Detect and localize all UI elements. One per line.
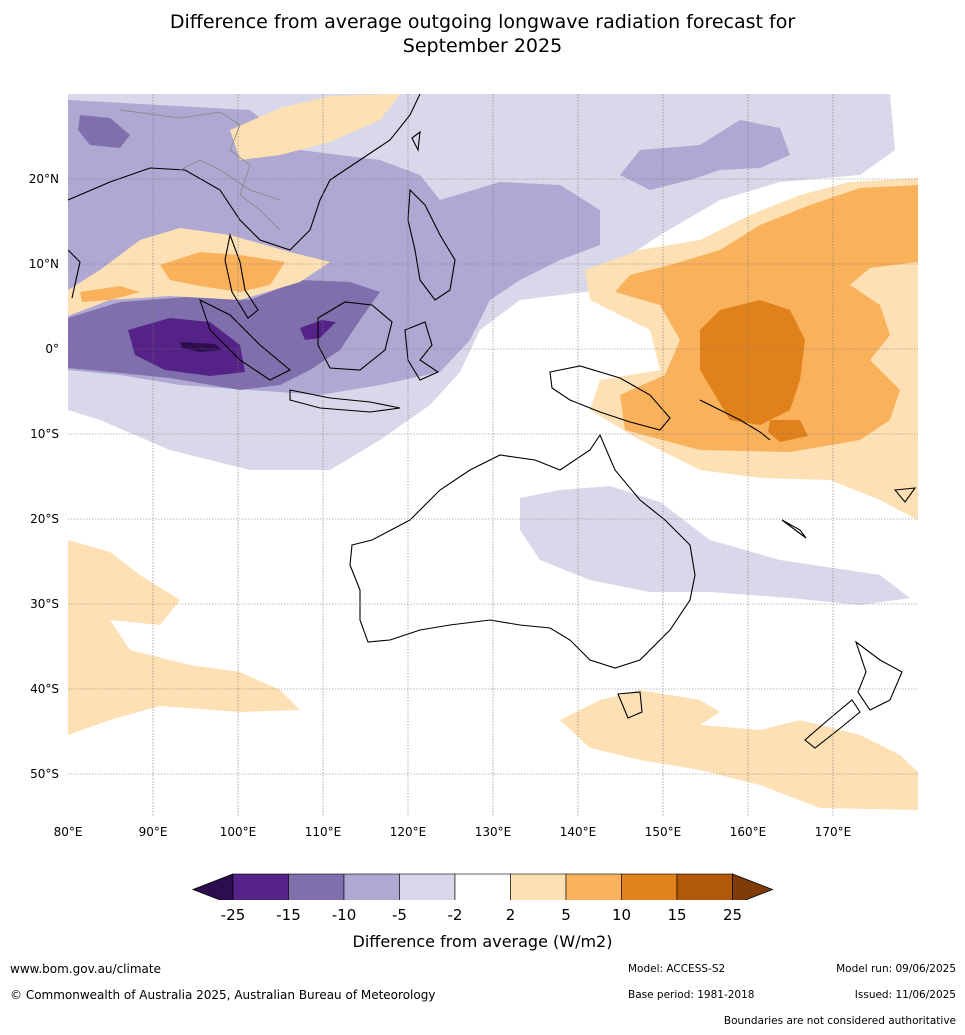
- latitude-labels: 20°N 10°N 0° 10°S 20°S 30°S 40°S 50°S: [29, 172, 59, 781]
- lon-tick-label: 110°E: [305, 825, 342, 839]
- borneo-coastline: [317, 301, 393, 371]
- india-coastline: [68, 249, 81, 299]
- colorbar-tick-label: -15: [276, 906, 301, 924]
- lat-tick-label: 30°S: [30, 597, 59, 611]
- lat-tick-label: 20°S: [30, 512, 59, 526]
- base-period: Base period: 1981-2018: [628, 989, 755, 1001]
- anomaly-pos-5-asia: [160, 252, 285, 292]
- coastlines: [68, 94, 917, 749]
- lat-tick-label: 50°S: [30, 767, 59, 781]
- anomaly-neg-2-australia: [520, 486, 910, 605]
- australia-coastline: [349, 433, 696, 669]
- lon-tick-label: 90°E: [139, 825, 168, 839]
- anomaly-pos-10-small: [768, 420, 808, 442]
- colorbar-tick-label: 25: [722, 906, 743, 924]
- lon-tick-label: 120°E: [390, 825, 427, 839]
- boundaries-disclaimer: Boundaries are not considered authoritat…: [723, 1015, 956, 1027]
- north-island-nz: [854, 640, 903, 711]
- model-name: Model: ACCESS-S2: [628, 963, 726, 975]
- colorbar-segment: [621, 873, 678, 900]
- colorbar-min-arrow: [191, 873, 234, 900]
- title-line-1: Difference from average outgoing longwav…: [169, 11, 796, 33]
- sumatra-coastline: [199, 298, 291, 381]
- anomaly-pos-2-south: [560, 690, 918, 810]
- tasmania-coastline: [617, 691, 643, 719]
- colorbar-segment: [232, 873, 289, 900]
- longitude-labels: 80°E 90°E 100°E 110°E 120°E 130°E 140°E …: [54, 825, 852, 839]
- colorbar-tick-label: 5: [561, 906, 571, 924]
- asia-mainland-coastline: [68, 94, 421, 251]
- lat-tick-label: 0°: [45, 342, 59, 356]
- colorbar-tick-label: -2: [447, 906, 463, 924]
- colorbar-tick-label: 10: [611, 906, 632, 924]
- anomaly-fields: [68, 94, 918, 816]
- title-line-2: September 2025: [402, 35, 563, 57]
- lon-tick-label: 150°E: [645, 825, 682, 839]
- olr-anomaly-map: 80°E 90°E 100°E 110°E 120°E 130°E 140°E …: [29, 94, 918, 900]
- solomon-islands: [699, 399, 771, 441]
- colorbar-segment: [510, 873, 567, 900]
- lat-tick-label: 20°N: [29, 172, 59, 186]
- anomaly-pos-10-pacific: [700, 300, 805, 425]
- fiji: [893, 487, 917, 503]
- copyright-text: © Commonwealth of Australia 2025, Austra…: [10, 988, 436, 1002]
- lon-tick-label: 130°E: [475, 825, 512, 839]
- lon-tick-label: 80°E: [54, 825, 83, 839]
- anomaly-neg-25: [180, 342, 222, 352]
- lat-tick-label: 10°S: [30, 427, 59, 441]
- lon-tick-label: 160°E: [730, 825, 767, 839]
- model-run-date: Model run: 09/06/2025: [836, 963, 956, 975]
- colorbar-segment: [288, 873, 345, 900]
- colorbar-tick-label: -25: [220, 906, 246, 924]
- new-caledonia: [781, 519, 807, 539]
- colorbar-tick-label: -10: [331, 906, 357, 924]
- map-title: Difference from average outgoing longwav…: [0, 10, 965, 58]
- taiwan-coastline: [411, 130, 421, 152]
- lon-tick-label: 100°E: [220, 825, 257, 839]
- lat-tick-label: 10°N: [29, 257, 59, 271]
- colorbar-segment: [676, 873, 733, 900]
- website-link[interactable]: www.bom.gov.au/climate: [10, 962, 161, 976]
- colorbar: [191, 873, 774, 900]
- anomaly-neg-10-nw: [78, 115, 130, 148]
- lon-tick-label: 170°E: [815, 825, 852, 839]
- issued-date: Issued: 11/06/2025: [854, 989, 956, 1001]
- anomaly-neg-5-ne: [620, 120, 790, 190]
- anomaly-pos-5-west: [80, 286, 140, 302]
- country-borders: [119, 109, 281, 231]
- malay-peninsula-coastline: [224, 232, 259, 319]
- colorbar-tick-label: 2: [505, 906, 516, 924]
- lat-tick-label: 40°S: [30, 682, 59, 696]
- sulawesi-coastline: [404, 321, 440, 381]
- south-island-nz: [804, 699, 861, 749]
- colorbar-segment: [454, 873, 511, 900]
- colorbar-tick-label: -5: [392, 906, 407, 924]
- colorbar-title: Difference from average (W/m2): [352, 932, 613, 951]
- colorbar-segment: [565, 873, 622, 900]
- colorbar-segment: [343, 873, 400, 900]
- new-guinea-coastline: [549, 365, 671, 431]
- java-coastline: [289, 389, 401, 413]
- colorbar-max-arrow: [732, 873, 774, 900]
- colorbar-tick-label: 15: [667, 906, 687, 924]
- graticule: [68, 94, 918, 816]
- philippines-coastline: [407, 188, 456, 301]
- colorbar-segment: [399, 873, 456, 900]
- anomaly-pos-2-sw: [68, 540, 300, 735]
- lon-tick-label: 140°E: [560, 825, 597, 839]
- anomaly-pos-2-nw: [230, 94, 400, 160]
